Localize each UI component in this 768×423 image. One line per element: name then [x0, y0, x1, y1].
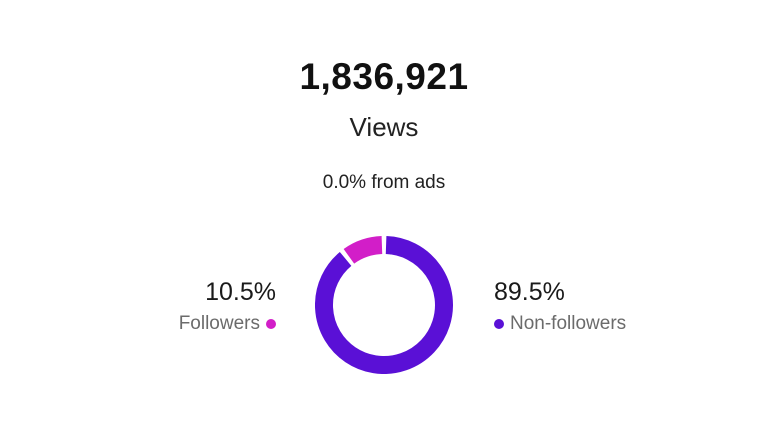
- non-followers-percent: 89.5%: [494, 278, 565, 306]
- ads-percentage: 0.0% from ads: [322, 172, 446, 193]
- followers-label: Followers: [178, 313, 260, 334]
- donut-segment-non-followers: [315, 236, 453, 374]
- metric-label: Views: [349, 112, 419, 142]
- total-views-value: 1,836,921: [299, 56, 469, 97]
- followers-stat: 10.5% Followers: [179, 278, 276, 335]
- followers-percent: 10.5%: [205, 278, 276, 306]
- non-followers-stat: 89.5% Non-followers: [494, 278, 626, 335]
- non-followers-label: Non-followers: [510, 313, 627, 334]
- followers-legend: Followers: [179, 313, 276, 335]
- donut-segment-followers: [343, 236, 383, 264]
- non-followers-dot-icon: [494, 319, 504, 329]
- non-followers-legend: Non-followers: [494, 313, 626, 335]
- views-donut-chart: [315, 236, 453, 374]
- followers-dot-icon: [266, 319, 276, 329]
